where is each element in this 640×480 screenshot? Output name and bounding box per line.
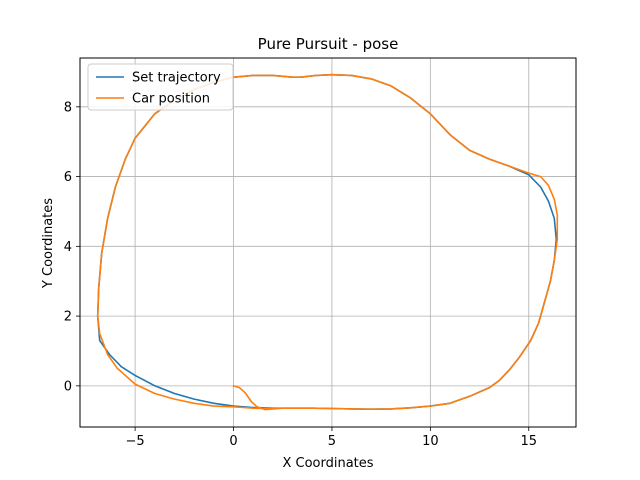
x-tick-label: 5 [328,434,336,449]
legend-label: Car position [132,92,210,107]
series-lines [96,73,559,411]
legend-box [87,63,234,111]
y-tick-label: 0 [64,379,72,394]
x-tick-label: 10 [422,434,439,449]
y-tick-label: 4 [64,240,72,255]
y-axis-label: Y Coordinates [41,198,56,289]
x-tick-label: 0 [229,434,237,449]
legend-label: Set trajectory [132,71,221,86]
x-axis-label: X Coordinates [282,456,373,471]
axis-ticks: −5 0 5 10 15 0 2 4 6 8 [64,100,537,449]
y-tick-label: 2 [64,310,72,325]
legend: Set trajectory Car position [87,63,234,111]
y-tick-label: 6 [64,170,72,185]
grid-lines [80,58,576,427]
plot-frame [79,57,577,428]
chart-title: Pure Pursuit - pose [258,35,399,53]
y-tick-label: 8 [64,100,72,115]
car-position-line [96,73,559,411]
x-tick-label: −5 [126,434,145,449]
x-tick-label: 15 [520,434,537,449]
